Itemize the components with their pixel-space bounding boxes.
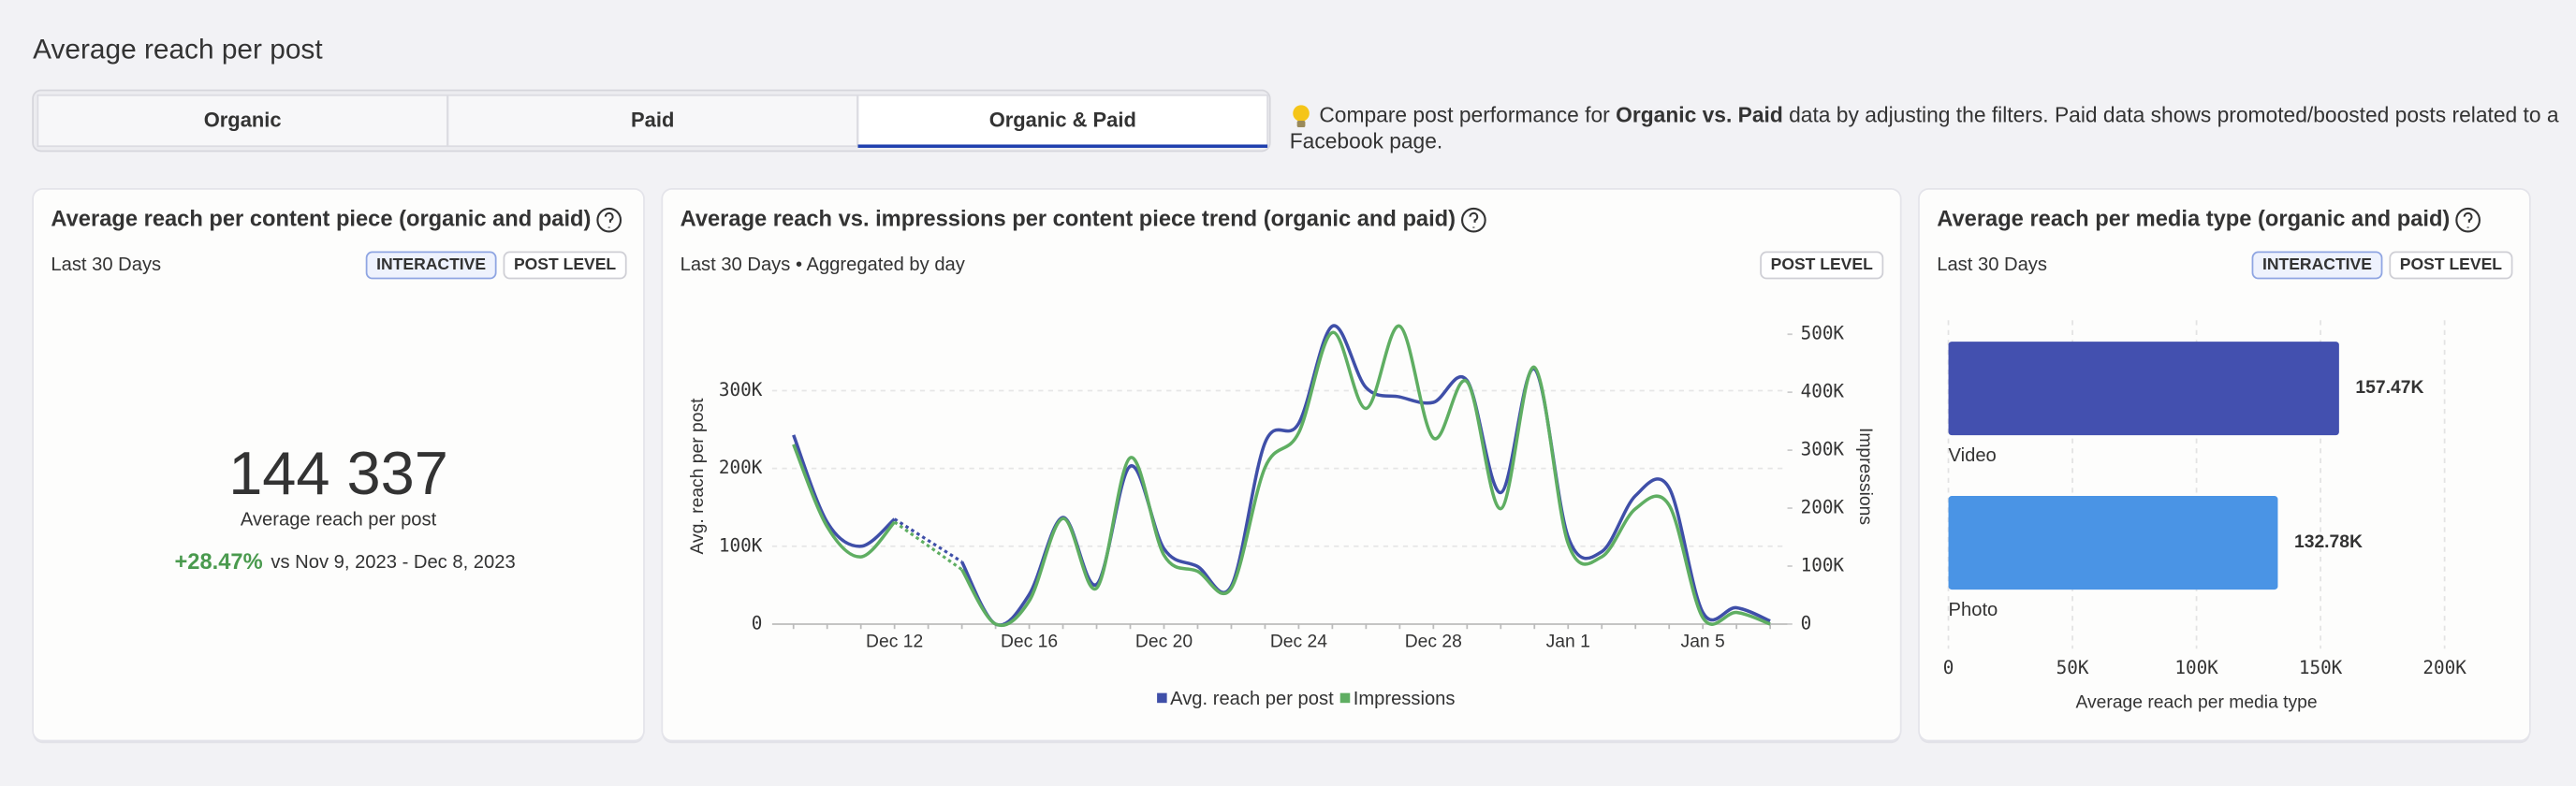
legend-swatch: [1157, 692, 1167, 704]
x-tick-label: Dec 20: [1135, 632, 1193, 651]
kpi-value: 144 337: [228, 439, 448, 507]
help-icon[interactable]: [596, 207, 622, 233]
series-line: [792, 324, 1771, 628]
legend-swatch: [1339, 692, 1351, 704]
help-icon-glyph: [2463, 211, 2473, 228]
card: Average reach vs. impressions per conten…: [661, 187, 1902, 744]
tab-label[interactable]: Paid: [631, 109, 674, 132]
info-icon: [1293, 105, 1310, 128]
x-tick-label: Dec 16: [1001, 632, 1058, 651]
y2-axis-label: Impressions: [1855, 428, 1875, 525]
y-axis-label: Avg. reach per post: [688, 398, 708, 555]
card-title: Average reach vs. impressions per conten…: [681, 207, 1456, 231]
help-icon-glyph: [604, 211, 614, 228]
info-rest: data by adjusting the filters. Paid data…: [1783, 103, 2559, 127]
kpi-change-line: +28.47% vs Nov 9, 2023 - Dec 8, 2023: [174, 550, 515, 575]
tabs: Organic Paid Organic & Paid: [37, 94, 1268, 148]
help-icon[interactable]: [2455, 207, 2481, 233]
x-tick-label: 100K: [2174, 657, 2218, 678]
tab-active-indicator: [857, 144, 1268, 148]
x-tick-label: 0: [1943, 657, 1954, 678]
bar-category-label: Photo: [1949, 600, 1998, 620]
info-text-line2: Facebook page.: [1290, 129, 1443, 153]
page-title: Average reach per post: [33, 34, 323, 65]
tab[interactable]: [37, 94, 448, 148]
card-body: [661, 187, 1902, 742]
info-bold: Organic vs. Paid: [1616, 103, 1783, 127]
x-tick-label: Dec 24: [1270, 632, 1327, 651]
y-tick-label: 100K: [719, 534, 763, 556]
info-text: Compare post performance for Organic vs.…: [1319, 103, 2559, 127]
badge-label: INTERACTIVE: [2262, 255, 2372, 273]
card-title: Average reach per content piece (organic…: [51, 207, 591, 231]
bar-chart: 0 50K 100K 150K 200K 157.47K Video 132.78K Photo…: [1943, 320, 2466, 712]
card-period: Last 30 Days • Aggregated by day: [681, 255, 966, 275]
bar-category-label: Video: [1949, 445, 1997, 466]
card-body: [32, 187, 645, 742]
gap-bridge: [893, 520, 963, 572]
bar-value-label: 132.78K: [2294, 532, 2363, 552]
y-tick-label: 300K: [719, 379, 763, 400]
x-tick-label: 150K: [2299, 657, 2343, 678]
card-period: Last 30 Days: [1937, 255, 2047, 275]
badge-label: INTERACTIVE: [376, 255, 486, 273]
badge: [2251, 251, 2383, 280]
bar[interactable]: [1948, 496, 2278, 590]
cards: Average reach per content piece (organic…: [32, 187, 2531, 744]
legend-label[interactable]: Impressions: [1354, 689, 1456, 709]
help-icon-glyph: [1469, 211, 1479, 228]
badge-label: POST LEVEL: [514, 255, 616, 273]
tab-label[interactable]: Organic & Paid: [989, 109, 1136, 132]
y-tick-label: 200K: [719, 457, 763, 478]
bar-value-label: 157.47K: [2355, 378, 2423, 398]
badge-label: POST LEVEL: [1771, 255, 1873, 273]
kpi-comparison: vs Nov 9, 2023 - Dec 8, 2023: [271, 552, 515, 573]
y2-tick-label: 0: [1801, 612, 1812, 633]
x-tick-label: 50K: [2056, 657, 2089, 678]
x-tick-label: Dec 12: [866, 632, 923, 651]
kpi-change: +28.47%: [174, 550, 262, 575]
badge: [365, 251, 497, 280]
legend-label[interactable]: Avg. reach per post: [1170, 689, 1334, 709]
x-tick-label: Jan 1: [1546, 632, 1590, 651]
card-period: Last 30 Days: [51, 255, 161, 275]
help-icon[interactable]: [1461, 207, 1486, 233]
x-axis-label: Average reach per media type: [2075, 692, 2317, 712]
badge: [1760, 251, 1884, 280]
badge: [2389, 251, 2513, 280]
card: Average reach per media type (organic an…: [1918, 187, 2531, 744]
y2-tick-label: 500K: [1801, 323, 1845, 344]
badge: [503, 251, 627, 280]
badge-label: POST LEVEL: [2400, 255, 2502, 273]
y2-tick-label: 400K: [1801, 381, 1845, 402]
y2-tick-label: 300K: [1801, 439, 1845, 460]
info-lead: Compare post performance for: [1319, 103, 1616, 127]
y2-tick-label: 200K: [1801, 497, 1845, 518]
gap-bridge: [893, 517, 963, 563]
card-title: Average reach per media type (organic an…: [1937, 207, 2450, 231]
y-tick-label: 0: [752, 612, 763, 633]
line-chart: 0 100K 200K 300K 0 100K 200K 300K 400K 500K Dec 12…: [688, 323, 1875, 709]
bar[interactable]: [1948, 342, 2339, 436]
y2-tick-label: 100K: [1801, 554, 1845, 575]
x-tick-label: Dec 28: [1405, 632, 1462, 651]
tab-label[interactable]: Organic: [204, 109, 282, 132]
kpi-label: Average reach per post: [241, 510, 437, 531]
card-body: [1918, 187, 2531, 742]
x-tick-label: Jan 5: [1681, 632, 1725, 651]
x-tick-label: 200K: [2422, 657, 2466, 678]
card: Average reach per content piece (organic…: [32, 187, 645, 744]
tab[interactable]: [856, 94, 1268, 148]
